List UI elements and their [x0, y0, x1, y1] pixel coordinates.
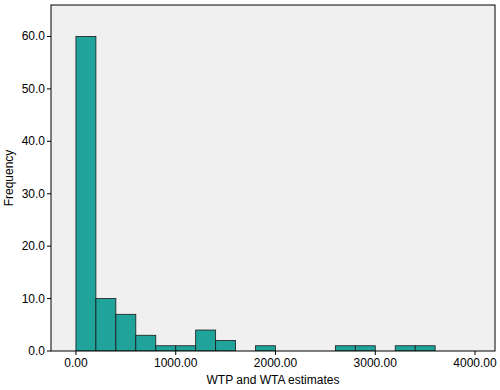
y-tick-label: 10.0: [22, 292, 46, 306]
histogram-bar: [136, 335, 156, 351]
x-axis-label: WTP and WTA estimates: [207, 373, 340, 387]
y-tick: [47, 88, 51, 89]
histogram-bar: [355, 346, 375, 351]
histogram-bar: [335, 346, 355, 351]
x-tick: [275, 351, 276, 355]
y-tick-label: 40.0: [22, 134, 46, 148]
x-tick-label: 2000.00: [254, 356, 298, 370]
y-tick: [47, 298, 51, 299]
y-tick: [47, 193, 51, 194]
y-axis-label: Frequency: [2, 150, 16, 207]
histogram-bar: [176, 346, 196, 351]
x-tick-label: 3000.00: [354, 356, 398, 370]
y-tick-label: 30.0: [22, 187, 46, 201]
histogram-bar: [256, 346, 276, 351]
histogram-bar: [415, 346, 435, 351]
x-tick: [375, 351, 376, 355]
x-tick: [175, 351, 176, 355]
x-tick-label: 4000.00: [453, 356, 497, 370]
chart: 0.0 10.0 20.0 30.0 40.0 50.0 60.0 0.00 1000.00 20…: [0, 0, 500, 390]
y-tick: [47, 141, 51, 142]
y-tick-label: 0.0: [28, 344, 45, 358]
y-tick: [47, 36, 51, 37]
y-tick: [47, 351, 51, 352]
histogram-bar: [156, 346, 176, 351]
histogram-bar: [395, 346, 415, 351]
y-tick-label: 50.0: [22, 82, 46, 96]
histogram-bar: [196, 330, 216, 351]
chart-container: 0.0 10.0 20.0 30.0 40.0 50.0 60.0 0.00 1000.00 20…: [0, 0, 500, 390]
y-tick: [47, 246, 51, 247]
histogram-bar: [96, 299, 116, 351]
plot-frame: [51, 5, 495, 351]
plot-background: [51, 5, 495, 351]
x-tick-label: 0.00: [64, 356, 88, 370]
histogram-bar: [116, 314, 136, 351]
y-tick-label: 20.0: [22, 239, 46, 253]
histogram-bar: [76, 36, 96, 351]
x-tick: [475, 351, 476, 355]
x-tick-label: 1000.00: [154, 356, 198, 370]
histogram-bar: [216, 341, 236, 351]
x-tick: [75, 351, 76, 355]
bars: [76, 36, 435, 351]
y-tick-label: 60.0: [22, 29, 46, 43]
